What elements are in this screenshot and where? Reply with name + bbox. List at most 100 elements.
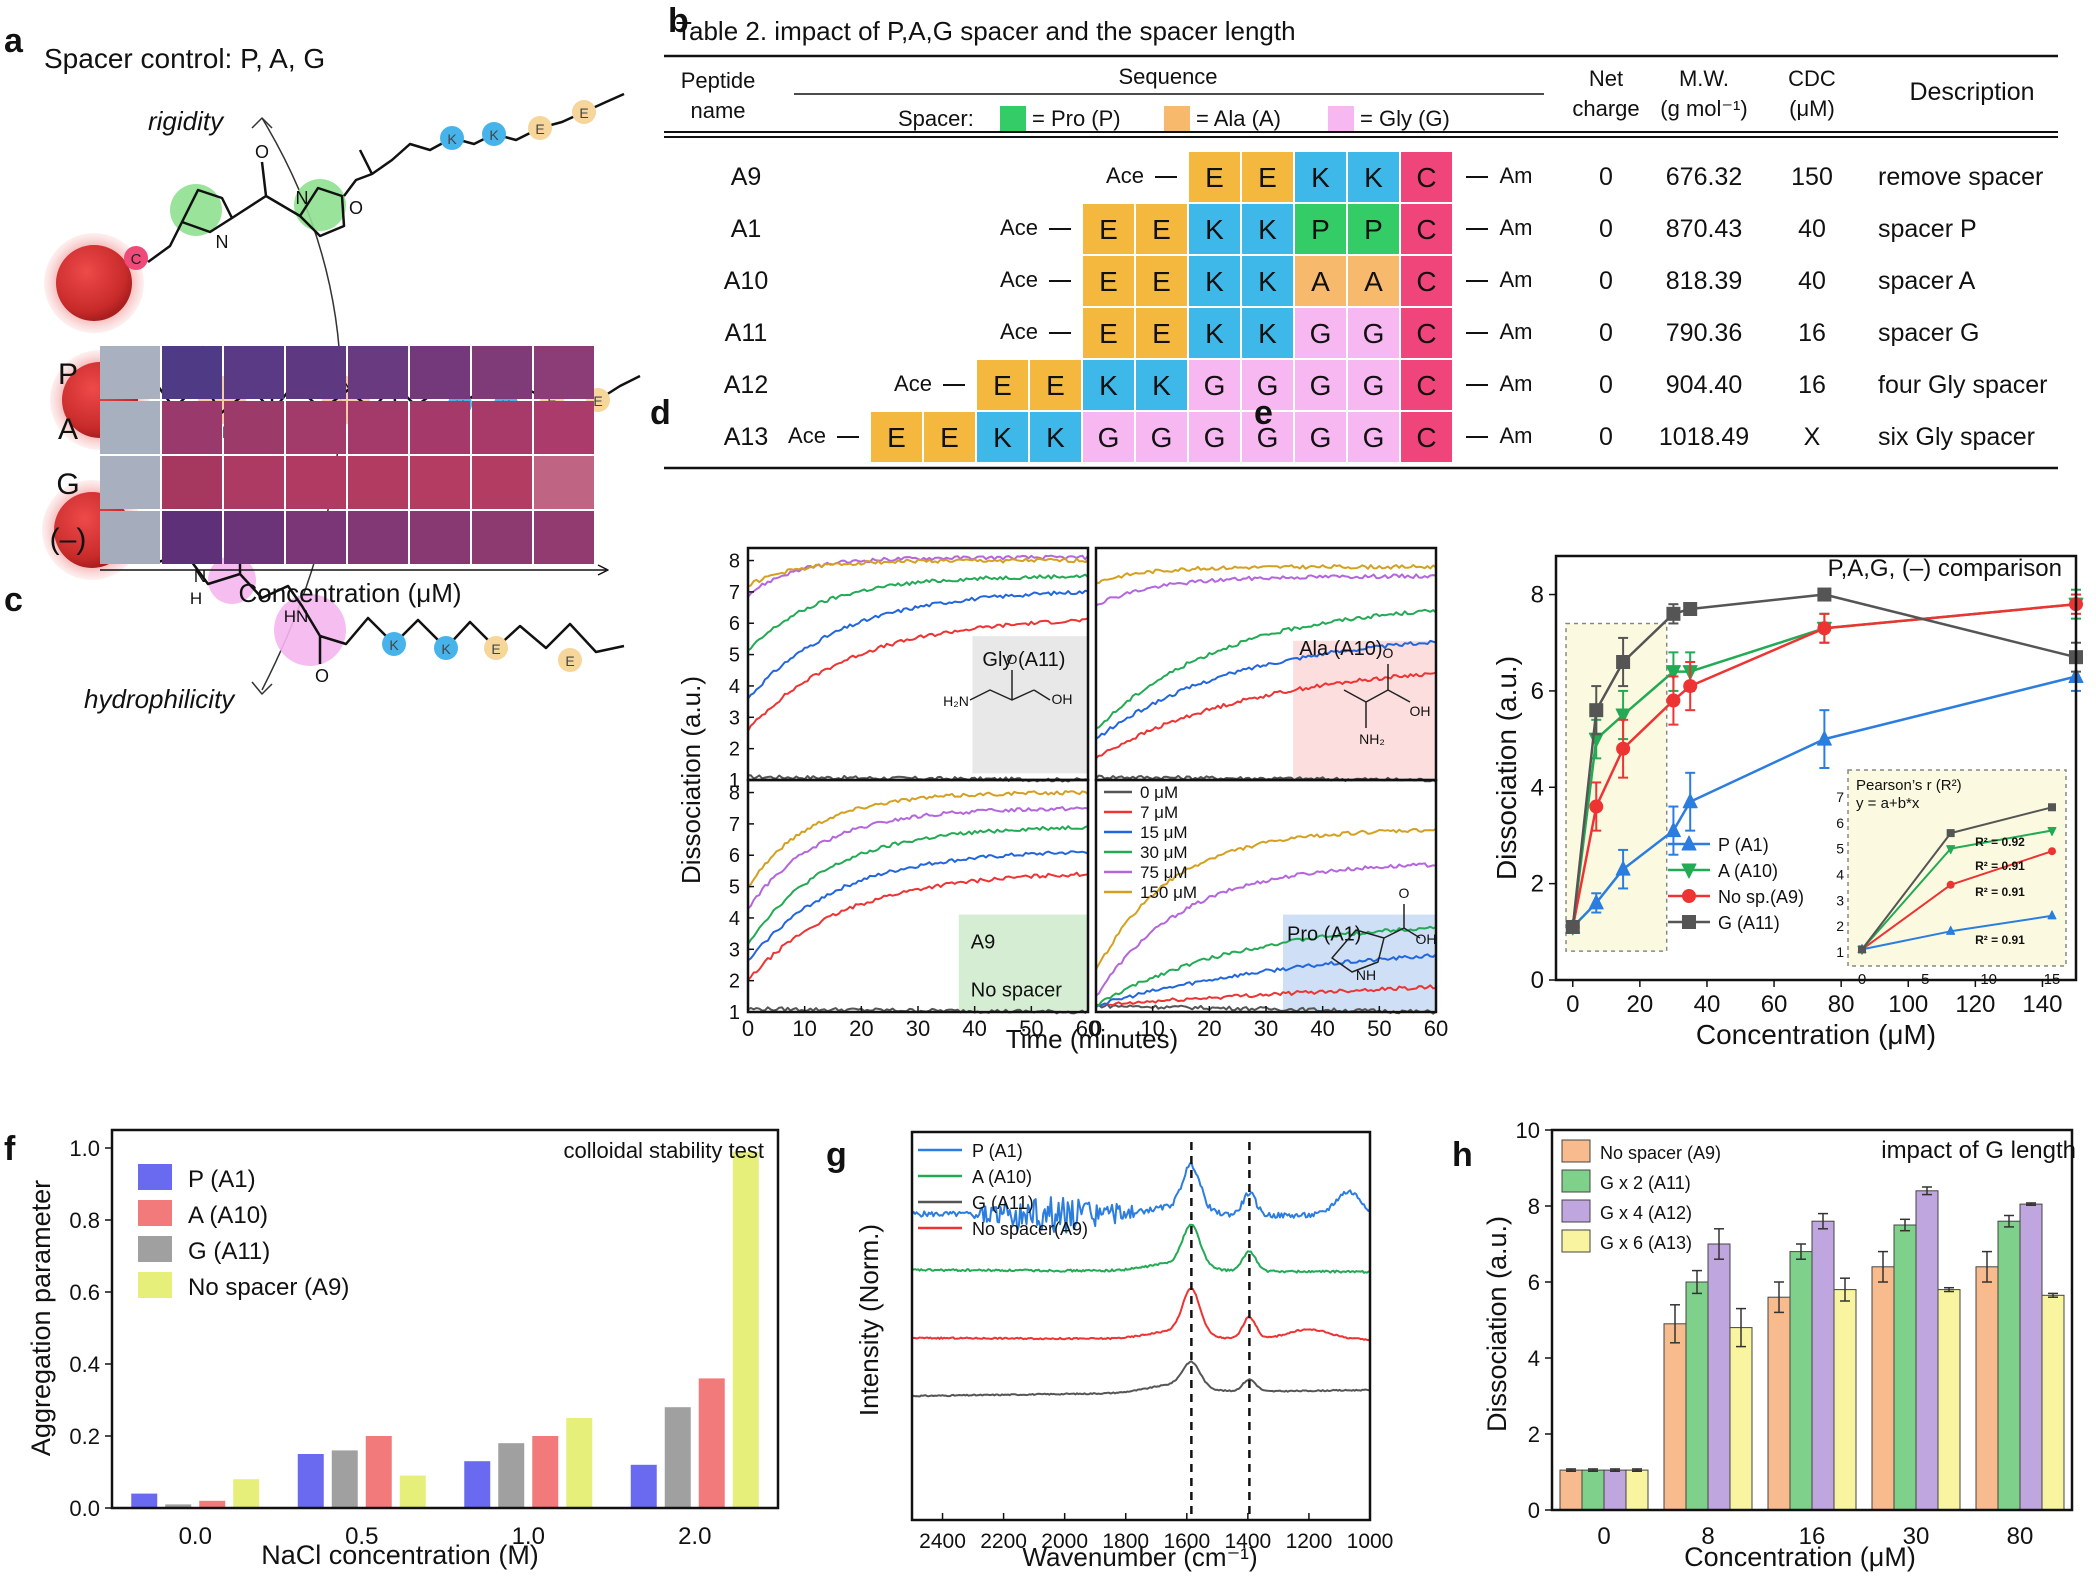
spectrum-2 xyxy=(911,1360,1371,1398)
residue-cell-A11-2 xyxy=(1189,308,1240,358)
g-xtick-label-2000: 2000 xyxy=(1041,1530,1088,1553)
residue-letter-A10-2: K xyxy=(1205,266,1224,297)
e-xtick-label-140: 140 xyxy=(2022,991,2062,1018)
inset-r2-0: R² = 0.92 xyxy=(1975,835,2025,849)
h-bar-1-1 xyxy=(1685,1281,1709,1511)
e-legend-marker-2 xyxy=(1682,889,1696,903)
inset-marker-3-0 xyxy=(1858,945,1866,954)
well-3-5 xyxy=(410,511,470,564)
row-am-A11: Am xyxy=(1500,319,1533,344)
panel-label-e: e xyxy=(1254,394,1273,432)
kinetics-curve-3-3 xyxy=(1095,925,1437,1007)
gly-structure-o: O xyxy=(1007,651,1018,667)
residue-cell-A12-7 xyxy=(1348,360,1399,410)
h-bar-3-0 xyxy=(1871,1266,1895,1511)
well-2-2 xyxy=(224,456,284,509)
panel-h-title: impact of G length xyxy=(1881,1137,2076,1164)
ytick-label-0-1: 1 xyxy=(729,770,740,792)
row-ace-A1: Ace xyxy=(1000,215,1038,240)
row-mw-A9: 676.32 xyxy=(1666,163,1742,191)
residue-cell-A1-1 xyxy=(1136,204,1187,254)
f-category-0: 0.0 xyxy=(179,1523,212,1550)
residue-letter-A11-3: K xyxy=(1258,318,1277,349)
residue-letter-A12-1: E xyxy=(1046,370,1065,401)
f-bar-0-3 xyxy=(233,1479,260,1508)
residue-cell-A12-3 xyxy=(1136,360,1187,410)
residue-cell-A13-0 xyxy=(871,412,922,462)
spectrum-0 xyxy=(911,1161,1371,1234)
ytick-label-2-6: 6 xyxy=(729,845,740,867)
gly-structure-oh: OH xyxy=(1052,691,1073,707)
h-legend-swatch-3 xyxy=(1561,1229,1591,1253)
panel-b-table: Table 2. impact of P,A,G spacer and the … xyxy=(664,16,2058,470)
well-3-1 xyxy=(162,511,222,564)
inset-bg-1 xyxy=(1293,640,1436,778)
pro-chain-lys-1-label: K xyxy=(447,131,457,147)
well-1-0 xyxy=(100,401,160,454)
kinetics-curve-0-1 xyxy=(747,617,1089,732)
h-legend-label-0: No spacer (A9) xyxy=(1600,1143,1721,1163)
h-bar-3-2 xyxy=(1915,1190,1939,1511)
xtick-label-2-0: 0 xyxy=(742,1016,754,1041)
g-xtick-label-2200: 2200 xyxy=(980,1530,1027,1553)
pro-n-2: N xyxy=(296,188,309,208)
spacer-swatch-1 xyxy=(1164,106,1190,132)
inset-label-no-spacer: No spacer xyxy=(971,980,1062,1002)
f-bar-3-2 xyxy=(664,1407,691,1508)
well-0-7 xyxy=(534,346,594,399)
residue-cell-A13-2 xyxy=(977,412,1028,462)
residue-letter-A9-2: K xyxy=(1311,162,1330,193)
xtick-label-3-30: 30 xyxy=(1254,1016,1278,1041)
xtick-label-2-40: 40 xyxy=(962,1016,986,1041)
chain-pro-cys-label: C xyxy=(131,251,142,268)
g-xtick-label-1800: 1800 xyxy=(1102,1530,1149,1553)
panel-d-ylabel: Dissociation (a.u.) xyxy=(676,676,706,884)
kinetics-curve-0-5 xyxy=(747,557,1089,588)
ala-structure xyxy=(1343,664,1411,728)
h-legend-swatch-1 xyxy=(1561,1169,1591,1193)
residue-cell-A11-0 xyxy=(1083,308,1134,358)
residue-cell-A13-1 xyxy=(924,412,975,462)
h-bar-4-2 xyxy=(2019,1203,2043,1511)
f-category-1: 0.5 xyxy=(345,1523,378,1550)
well-1-2 xyxy=(224,401,284,454)
row-am-A9: Am xyxy=(1500,163,1533,188)
row-cdc-A12: 16 xyxy=(1798,371,1826,399)
ytick-label-2-2: 2 xyxy=(729,971,740,993)
row-name-A13: A13 xyxy=(724,423,768,451)
panel-f-ylabel: Aggregation parameter xyxy=(26,1180,56,1456)
gly-chain-glu-2 xyxy=(558,648,582,672)
kinetics-curve-3-1 xyxy=(1095,984,1437,1007)
f-legend-swatch-0 xyxy=(138,1164,172,1190)
concentration-arrow xyxy=(597,564,609,576)
f-bar-3-3 xyxy=(732,1151,759,1508)
header-peptide-1: Peptide xyxy=(681,68,756,93)
row-mw-A10: 818.39 xyxy=(1666,267,1742,295)
row-cdc-A10: 40 xyxy=(1798,267,1826,295)
pro-o-1: O xyxy=(255,142,269,162)
row-description-A11: spacer G xyxy=(1878,319,1979,347)
row-net-A10: 0 xyxy=(1599,267,1613,295)
residue-cell-A10-1 xyxy=(1136,256,1187,306)
inset-marker-0-1 xyxy=(1946,925,1956,935)
residue-letter-A11-4: G xyxy=(1310,318,1332,349)
marker-3-1 xyxy=(1589,703,1604,718)
panel-f-title: colloidal stability test xyxy=(563,1138,764,1163)
marker-3-4 xyxy=(1683,602,1698,616)
panel-label-c: c xyxy=(4,581,23,619)
well-3-2 xyxy=(224,511,284,564)
f-bar-2-0 xyxy=(464,1461,491,1508)
marker-1-2 xyxy=(1615,708,1631,724)
f-bar-1-0 xyxy=(297,1454,324,1508)
pro-structure-o: O xyxy=(1399,885,1410,901)
residue-letter-A13-3: K xyxy=(1046,422,1065,453)
legend-label-5: 150 μM xyxy=(1140,883,1197,902)
kinetics-curve-3-5 xyxy=(1095,828,1437,970)
residue-letter-A12-5: G xyxy=(1257,370,1279,401)
pro-structure-oh: OH xyxy=(1416,931,1437,947)
residue-cell-A11-4 xyxy=(1295,308,1346,358)
residue-letter-A10-6: C xyxy=(1416,266,1436,297)
spacer-swatch-0 xyxy=(1000,106,1026,132)
residue-cell-A13-7 xyxy=(1242,412,1293,462)
row-cdc-A11: 16 xyxy=(1798,319,1826,347)
